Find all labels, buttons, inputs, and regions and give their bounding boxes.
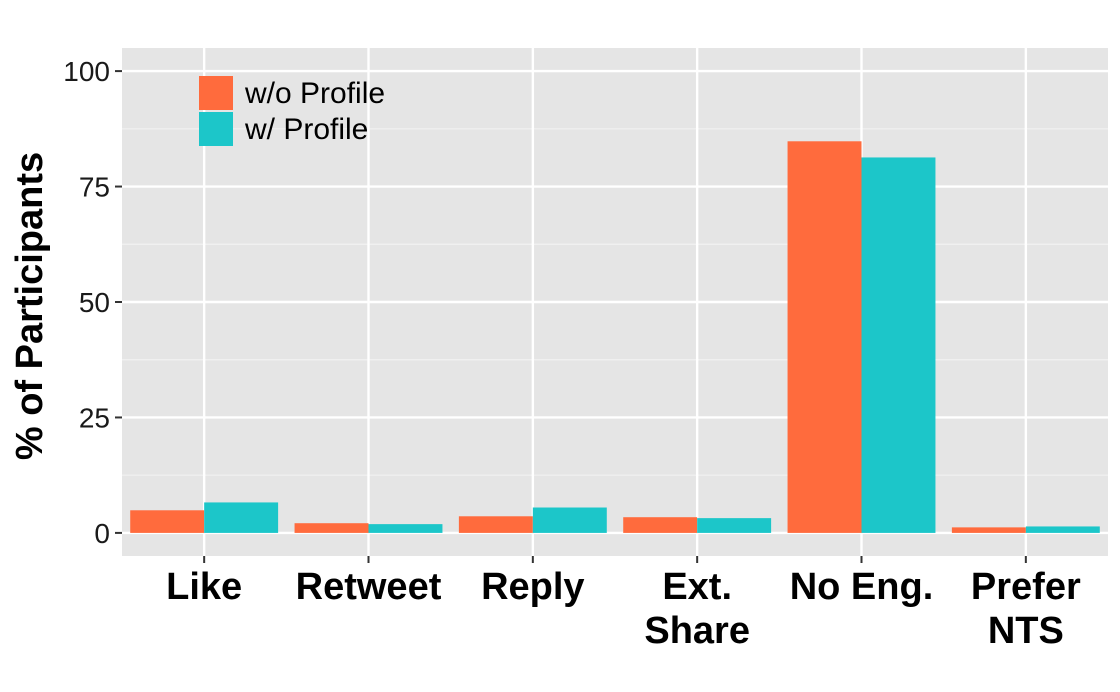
bar	[861, 157, 936, 533]
y-tick-label: 0	[94, 518, 110, 549]
y-axis: 0 25 50 75 100	[63, 56, 122, 549]
bar	[951, 527, 1026, 533]
bar	[532, 507, 607, 533]
x-category-label: Retweet	[296, 566, 442, 608]
bar	[294, 523, 369, 533]
bar	[1025, 526, 1100, 533]
bar	[458, 516, 533, 533]
bar	[787, 141, 862, 533]
legend-label: w/ Profile	[244, 113, 368, 146]
y-tick-label: 100	[63, 56, 110, 87]
bar	[204, 502, 279, 533]
y-axis-title: % of Participants	[9, 152, 51, 460]
y-tick-label: 50	[79, 287, 110, 318]
legend-label: w/o Profile	[244, 77, 385, 110]
bar	[623, 517, 698, 533]
bar	[697, 518, 772, 533]
y-tick-label: 25	[79, 402, 110, 433]
x-category-label: Reply	[481, 566, 584, 608]
y-tick-label: 75	[79, 172, 110, 203]
bars	[130, 141, 1100, 533]
bar	[368, 524, 443, 533]
x-category-label: Ext. Share	[644, 566, 750, 652]
x-category-label: Prefer NTS	[971, 566, 1081, 652]
x-axis: Like Retweet Reply Ext. Share No Eng. Prefer NT…	[166, 556, 1081, 652]
x-category-label: Like	[166, 566, 242, 608]
legend-swatch	[199, 112, 233, 146]
legend-swatch	[199, 76, 233, 110]
bar	[130, 510, 205, 533]
x-category-label: No Eng.	[790, 566, 934, 608]
